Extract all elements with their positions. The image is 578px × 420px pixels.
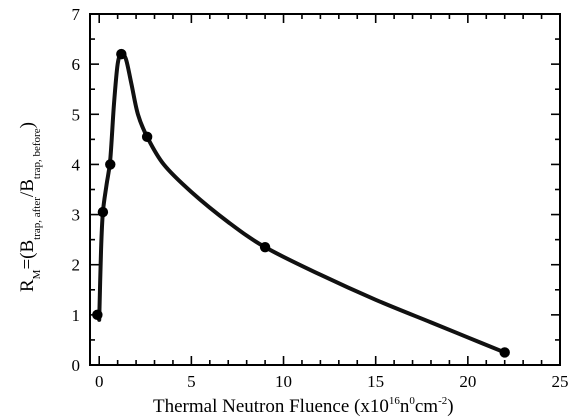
data-point xyxy=(499,347,510,358)
x-tick-label: 20 xyxy=(459,372,476,391)
y-tick-label: 4 xyxy=(72,155,81,174)
y-tick-label: 1 xyxy=(72,306,81,325)
x-tick-label: 5 xyxy=(187,372,196,391)
x-tick-label: 10 xyxy=(275,372,292,391)
y-tick-label: 7 xyxy=(72,5,81,24)
plot-frame xyxy=(89,13,561,366)
y-tick-label: 5 xyxy=(72,105,81,124)
x-tick-label: 0 xyxy=(95,372,104,391)
data-point xyxy=(141,131,153,143)
y-axis-title: RM=(Btrap, after/Btrap, before) xyxy=(17,122,43,292)
x-axis-title: Thermal Neutron Fluence (x1016n0cm-2) xyxy=(153,395,454,417)
fit-curve xyxy=(97,51,507,355)
y-tick-label: 2 xyxy=(72,256,81,275)
data-point xyxy=(92,309,103,321)
data-point xyxy=(105,159,116,170)
y-tick-label: 0 xyxy=(72,356,81,375)
data-point xyxy=(259,241,271,253)
x-tick-label: 25 xyxy=(552,372,569,391)
y-tick-label: 3 xyxy=(72,206,81,225)
axis-ticks: 0 5 10 15 20 25 0 1 2 3 4 5 6 7 xyxy=(72,5,569,391)
data-point xyxy=(97,206,109,218)
x-tick-label: 15 xyxy=(367,372,384,391)
data-points xyxy=(92,48,510,358)
y-tick-label: 6 xyxy=(72,55,81,74)
data-point xyxy=(116,48,127,60)
